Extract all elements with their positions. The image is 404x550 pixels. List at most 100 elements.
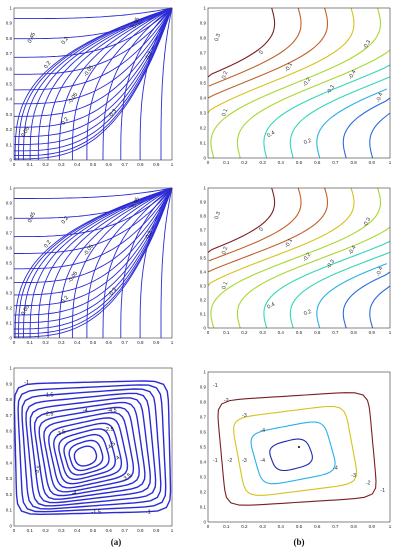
contour-line (53, 422, 123, 485)
contour-line (18, 7, 173, 160)
y-tick-label: 1 (203, 186, 206, 191)
contour-label: 0.2 (43, 60, 52, 70)
x-tick-label: 0.1 (27, 162, 34, 167)
plot-frame (207, 371, 391, 523)
y-tick-label: 0.2 (6, 127, 13, 132)
x-tick-label: 0.5 (90, 162, 97, 167)
x-tick-label: 0.6 (106, 528, 113, 533)
x-tick-label: 0.1 (27, 528, 34, 533)
contour-line (14, 187, 173, 307)
y-tick-label: 0.9 (6, 21, 13, 26)
contour-line (250, 421, 336, 485)
x-tick-label: 0.6 (314, 524, 321, 529)
contour-line (210, 7, 382, 159)
y-tick-label: 1 (9, 6, 12, 11)
contour-line (29, 187, 173, 338)
contour-line (210, 187, 382, 329)
contour-line (14, 187, 173, 254)
y-tick-label: 0.3 (200, 111, 207, 116)
contour-line (14, 7, 173, 160)
y-tick-label: 0.8 (6, 36, 13, 41)
contour-line (37, 187, 173, 338)
contour-line (21, 388, 162, 510)
contour-line (14, 7, 173, 157)
contour-line (289, 251, 390, 329)
y-tick-label: 0.6 (200, 242, 207, 247)
contour-label: 0.3 (214, 211, 222, 220)
contour-label: -4 (260, 458, 265, 464)
contour-line (217, 392, 377, 506)
y-tick-label: 0.5 (6, 82, 13, 87)
x-tick-label: 0.2 (241, 160, 248, 165)
contour-label: -0.05 (83, 64, 95, 78)
contour-line (71, 7, 173, 160)
x-tick-label: 1 (171, 340, 174, 345)
contour-label: 0 (258, 50, 265, 56)
contour-label: -0.3 (326, 84, 336, 95)
contour-label: 0.2 (61, 295, 71, 305)
contour-label: 0.2 (61, 216, 70, 226)
x-tick-label: 0.1 (27, 340, 34, 345)
y-tick-label: 0 (203, 326, 206, 331)
contour-label: -0.3 (107, 287, 118, 298)
y-tick-label: 1 (9, 366, 12, 371)
x-tick-label: 1 (171, 528, 174, 533)
x-tick-label: 0 (13, 340, 16, 345)
x-tick-label: 0.5 (296, 160, 303, 165)
x-tick-label: 0.2 (42, 162, 49, 167)
y-tick-label: 0.9 (200, 200, 207, 205)
x-tick-label: 0.3 (58, 162, 65, 167)
x-tick-label: 0.7 (121, 528, 128, 533)
contour-label: -4 (72, 490, 77, 496)
y-tick-label: 0.8 (6, 216, 13, 221)
y-tick-label: 1 (9, 186, 12, 191)
y-tick-label: 0.6 (6, 246, 13, 251)
plot-frame (13, 367, 173, 527)
plot-frame (207, 7, 391, 159)
x-tick-label: 0.7 (332, 330, 339, 335)
y-tick-label: 0.8 (200, 400, 207, 405)
contour-label: 0.3 (214, 33, 222, 42)
contour-line (14, 7, 173, 105)
y-tick-label: 0.7 (200, 415, 207, 420)
contour-line (43, 411, 135, 493)
x-tick-label: 0 (13, 528, 16, 533)
x-tick-label: 0.7 (121, 162, 128, 167)
contour-label: 0.45 (27, 32, 37, 44)
contour-line (14, 7, 173, 40)
x-tick-label: 0.4 (278, 160, 285, 165)
contour-label: 0.2 (303, 309, 312, 317)
y-tick-label: 0.7 (6, 51, 13, 56)
contour-label: -0.3 (362, 39, 372, 50)
contour-line (23, 187, 173, 338)
x-tick-label: 0.6 (106, 162, 113, 167)
y-tick-label: 0.6 (6, 429, 13, 434)
contour-label: -0.3 (326, 259, 336, 270)
x-tick-label: 0.7 (332, 160, 339, 165)
contour-line (33, 401, 146, 500)
panel-top-right: 0.3 0.2 0.1 0 -0.1 -0.2 -0.3 -0.4 0.4 0.2 -0.3 -0.4… (200, 6, 392, 166)
contour-line (58, 187, 173, 338)
contour-line (14, 187, 173, 330)
contour-line (14, 187, 173, 219)
y-tick-label: 0.1 (200, 141, 207, 146)
x-tick-label: 0.7 (332, 524, 339, 529)
contour-line (68, 439, 104, 472)
contour-label: -2 (224, 398, 229, 404)
contour-label: -3 (242, 458, 247, 464)
contour-line (29, 397, 152, 504)
contour-label: 0.2 (43, 240, 52, 250)
contour-label: -0.4 (348, 245, 358, 256)
x-tick-label: 0.8 (350, 330, 357, 335)
contour-label: 0.2 (303, 138, 312, 146)
x-tick-label: 0 (207, 330, 210, 335)
contour-line (48, 417, 129, 489)
y-tick-label: 0.3 (6, 476, 13, 481)
contour-label: -4 (260, 428, 265, 434)
contour-label: -0.1 (284, 238, 294, 249)
contour-line (263, 240, 391, 329)
contour-line (233, 405, 358, 496)
contour-label: 0.2 (61, 36, 70, 46)
x-tick-label: 0.3 (259, 330, 266, 335)
contour-line (14, 7, 173, 128)
